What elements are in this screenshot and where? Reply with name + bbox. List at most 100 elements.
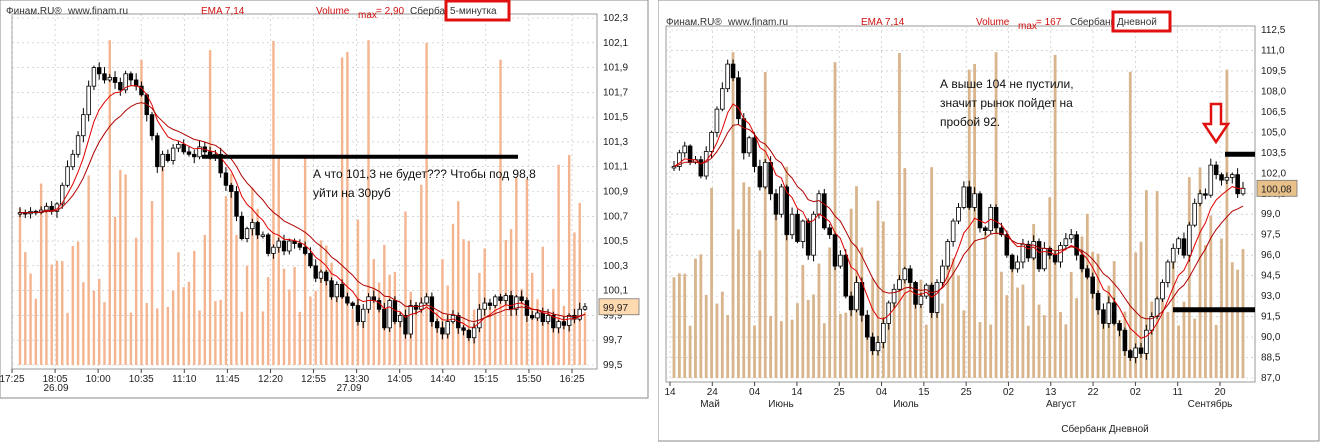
volume-bar — [951, 258, 955, 378]
candle-body — [545, 315, 551, 323]
volume-bar — [1000, 271, 1003, 378]
volume-bar — [414, 302, 418, 365]
candle-body — [75, 135, 81, 155]
volume-bar — [839, 313, 842, 378]
candle-body — [424, 296, 429, 304]
candle-body — [181, 144, 186, 153]
candle-body — [577, 308, 582, 320]
volume-bar — [92, 290, 96, 365]
candle-body — [255, 222, 260, 236]
y-tick-label: 99,9 — [603, 310, 623, 321]
volume-bar — [957, 275, 960, 378]
candle-body — [977, 193, 983, 229]
candle-body — [934, 282, 940, 313]
volume-bar — [18, 208, 22, 365]
candle-body — [265, 234, 271, 254]
volume-bar — [435, 311, 439, 365]
volume-bar — [1107, 285, 1111, 378]
candle-body — [816, 193, 822, 215]
candle-body — [757, 166, 763, 188]
candle-body — [260, 234, 266, 237]
volume-bar — [404, 211, 407, 365]
x-tick-label: 14 — [664, 387, 676, 398]
chart-5min-panel: 102,3 102,1 101,9 101,7 101,5 101,3 101,1 100,9… — [0, 0, 650, 400]
candle-body — [848, 295, 854, 311]
candle-body — [118, 82, 123, 91]
volume-bar — [161, 154, 164, 365]
volume-bar — [962, 310, 966, 378]
y-tick-label: 90,0 — [1261, 332, 1281, 343]
y-tick-label: 101,9 — [603, 63, 628, 74]
y-tick-label: 108,0 — [1261, 86, 1286, 97]
source-label: Финам.RU® — [666, 17, 722, 28]
volume-bar — [541, 246, 544, 365]
candle-body — [477, 308, 482, 329]
candle-body — [271, 246, 276, 254]
ticker-label: Сбербанк — [410, 5, 456, 17]
candle-body — [940, 265, 945, 283]
candle-body — [566, 315, 572, 326]
volume-sub-label: max — [358, 10, 377, 21]
candle-body — [762, 161, 768, 188]
volume-bar — [704, 294, 708, 378]
x-tick-label: 11:10 — [172, 374, 197, 385]
site-label: www.finam.ru — [727, 17, 788, 28]
volume-bar — [251, 188, 254, 365]
volume-bar — [515, 177, 518, 365]
candle-body — [789, 213, 795, 236]
indicator-label: EMA 7,14 — [861, 17, 905, 28]
volume-bar — [720, 291, 724, 378]
candle-body — [519, 296, 524, 301]
y-tick-label: 105,0 — [1261, 127, 1286, 138]
volume-bar — [39, 183, 43, 365]
candle-body — [1090, 276, 1095, 294]
date-label: 26.09 — [43, 383, 68, 394]
volume-bar — [193, 250, 196, 365]
candle-body — [1138, 347, 1144, 354]
volume-bar — [198, 310, 201, 365]
volume-bar — [573, 232, 576, 365]
volume-bar — [293, 266, 296, 365]
volume-bar — [785, 166, 789, 378]
volume-bar — [171, 290, 175, 365]
date-label: 27.09 — [336, 383, 361, 394]
volume-bar — [76, 241, 80, 365]
volume-bar — [935, 309, 939, 378]
y-tick-label: 99,5 — [603, 360, 623, 371]
candle-body — [918, 295, 924, 305]
month-label: Май — [700, 399, 720, 410]
volume-bar — [557, 164, 560, 365]
candle-body — [160, 153, 165, 168]
volume-bar — [844, 312, 848, 378]
volume-bar — [1134, 252, 1138, 378]
volume-bar — [747, 186, 751, 378]
y-tick-label: 102,3 — [603, 13, 628, 24]
candle-body — [800, 220, 806, 242]
x-tick-label: 25 — [834, 387, 846, 398]
candle-body — [397, 315, 403, 323]
candle-body — [102, 73, 107, 81]
candle-body — [1160, 282, 1165, 300]
volume-bar — [967, 69, 971, 378]
candle-body — [318, 271, 324, 279]
chart-daily: 112,5 111,0 109,5 108,0 106,5 105,0 103,5 102,0… — [657, 0, 1320, 442]
candle-body — [308, 253, 313, 267]
x-tick-label: 11 — [1172, 387, 1183, 398]
candle-body — [1117, 323, 1122, 331]
volume-bar — [578, 202, 581, 365]
volume-bar — [1053, 54, 1057, 378]
candle-body — [86, 85, 91, 116]
candle-body — [768, 161, 773, 195]
volume-bar — [946, 252, 950, 378]
volume-bar — [319, 240, 323, 365]
volume-bar — [187, 281, 191, 365]
y-tick-label: 103,5 — [1261, 148, 1286, 159]
candle-body — [1192, 202, 1197, 226]
candle-body — [795, 213, 800, 242]
x-tick-label: 14:40 — [430, 374, 455, 385]
candle-body — [875, 342, 881, 352]
candle-body — [107, 77, 112, 81]
candle-body — [91, 67, 97, 87]
volume-bar — [467, 241, 471, 365]
candle-body — [1203, 193, 1208, 196]
